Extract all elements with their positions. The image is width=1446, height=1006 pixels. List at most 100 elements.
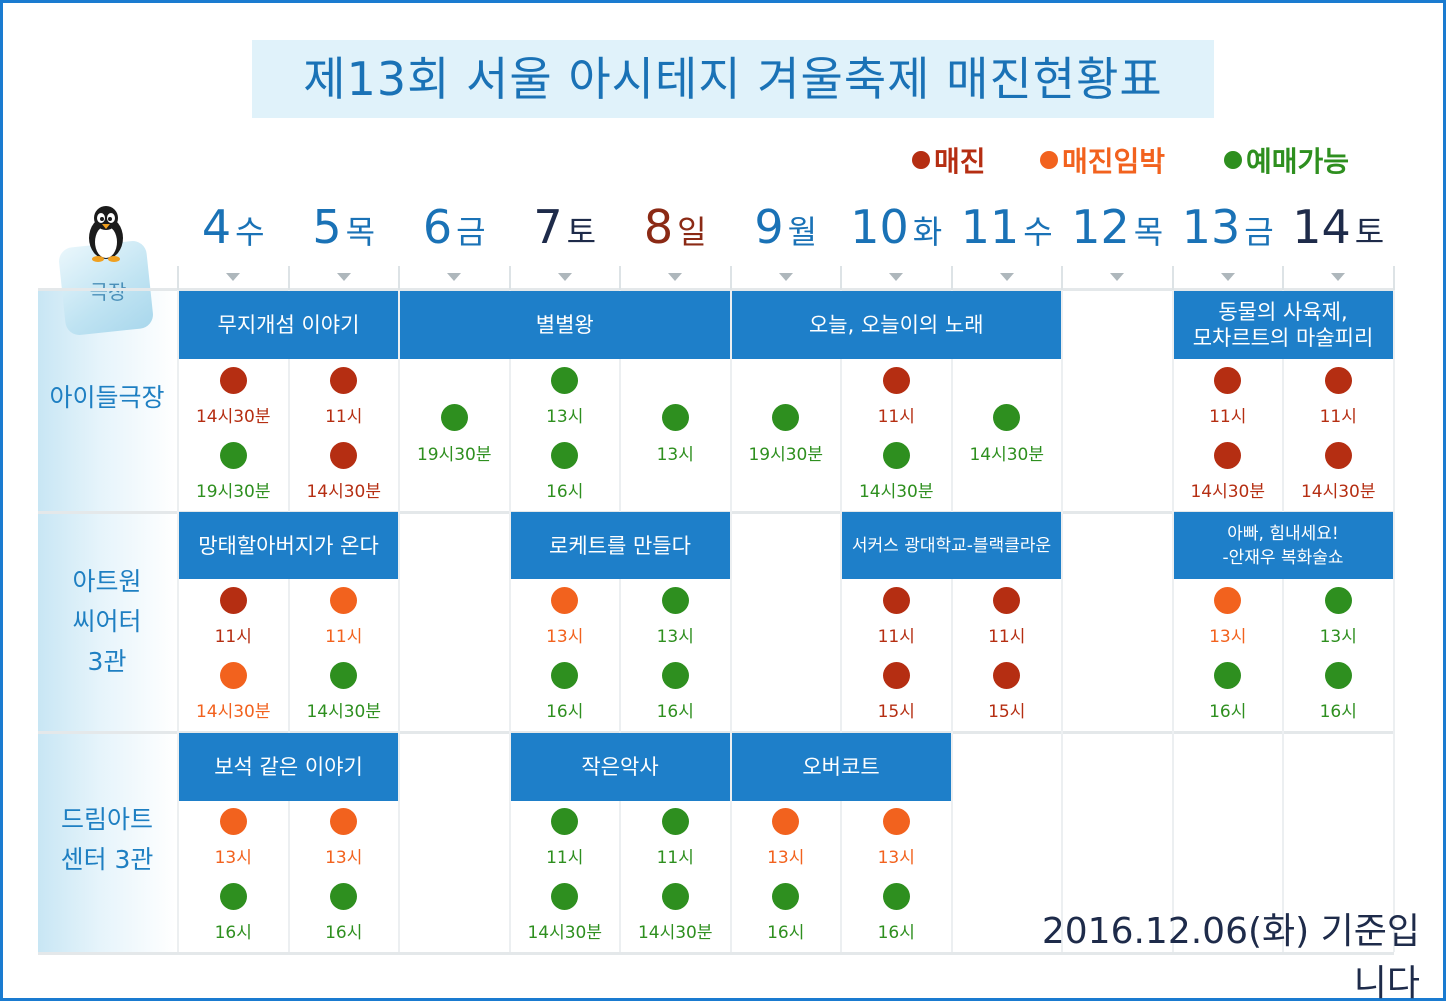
available-status-dot <box>440 404 468 431</box>
day-weekday: 금 <box>456 213 486 251</box>
header-tick <box>508 266 511 290</box>
show-title-bar: 동물의 사육제, 모차르트의 마술피리 <box>1173 291 1393 359</box>
chevron-down-icon <box>668 273 683 281</box>
column-divider <box>287 290 290 952</box>
showtime-label: 16시 <box>1319 702 1357 722</box>
showtime-label: 13시 <box>656 444 694 465</box>
showtime-label: 13시 <box>325 848 363 868</box>
showtime-label: 13시 <box>1319 627 1357 647</box>
header-divider <box>38 288 1394 291</box>
day-weekday: 목 <box>1133 213 1164 251</box>
soldout-status-dot <box>882 661 910 689</box>
show-title-bar: 서커스 광대학교-블랙클라운 <box>842 512 1061 579</box>
showtime-label: 13시 <box>546 407 584 427</box>
soldout-status-dot <box>219 366 247 394</box>
header-tick <box>398 266 400 290</box>
showtime-label: 19시30분 <box>748 444 824 465</box>
chevron-down-icon <box>778 273 793 281</box>
showtime-label: 11시 <box>214 627 252 647</box>
day-weekday: 화 <box>912 213 943 251</box>
soldout-status-dot <box>219 586 247 614</box>
chevron-down-icon <box>1220 273 1235 281</box>
soldout-status-dot <box>330 366 358 394</box>
showtime-label: 13시 <box>877 848 915 868</box>
header-tick <box>177 266 179 290</box>
column-divider <box>177 290 179 952</box>
soldout-status-dot <box>882 366 910 394</box>
showtime-label: 11시 <box>1209 407 1247 427</box>
available-dot-icon <box>1224 151 1242 169</box>
day-header-10: 10 화 <box>841 200 951 268</box>
almost-status-dot <box>219 661 247 689</box>
chevron-down-icon <box>557 273 572 281</box>
day-number: 14 <box>1292 200 1351 254</box>
available-status-dot <box>219 441 247 469</box>
available-status-dot <box>551 882 579 910</box>
day-number: 5 <box>312 200 342 254</box>
available-status-dot <box>1324 586 1352 614</box>
soldout-status-dot <box>1324 366 1352 394</box>
column-divider <box>1392 290 1395 952</box>
day-number: 11 <box>960 200 1020 254</box>
day-weekday: 토 <box>566 213 597 251</box>
day-weekday: 목 <box>345 213 376 251</box>
column-divider <box>1171 290 1174 952</box>
legend-item-soldout: 매진 <box>912 140 986 180</box>
legend-label: 매진임박 <box>1062 145 1166 178</box>
header-tick <box>950 266 953 290</box>
day-weekday: 월 <box>787 213 818 251</box>
showtime-label: 11시 <box>988 627 1026 647</box>
chevron-down-icon <box>999 273 1014 281</box>
theater-column-header: 극장 <box>89 280 127 304</box>
theater-label-column <box>38 290 176 952</box>
day-number: 9 <box>754 200 784 254</box>
day-weekday: 일 <box>677 213 707 251</box>
day-number: 6 <box>422 200 453 254</box>
legend-label: 예매가능 <box>1246 145 1350 178</box>
legend-item-almost: 매진임박 <box>1040 140 1165 180</box>
header-tick <box>619 266 621 290</box>
showtime-label: 13시 <box>214 848 252 868</box>
showtime-label: 16시 <box>546 482 584 502</box>
column-divider <box>840 290 842 952</box>
showtime-label: 11시 <box>877 627 915 647</box>
chevron-down-icon <box>1110 273 1125 281</box>
almost-dot-icon <box>1040 151 1058 169</box>
header-tick <box>729 266 732 290</box>
available-status-dot <box>551 807 579 835</box>
showtime-label: 13시 <box>1209 627 1247 647</box>
available-status-dot <box>661 586 689 614</box>
showtime-label: 15시 <box>877 702 915 722</box>
showtime-label: 14시30분 <box>195 407 271 427</box>
showtime-label: 16시 <box>767 923 805 943</box>
day-weekday: 토 <box>1354 213 1385 251</box>
show-title-bar: 로케트를 만들다 <box>510 512 730 579</box>
available-status-dot <box>661 404 689 431</box>
day-header-11: 11 수 <box>952 200 1062 268</box>
row-divider <box>38 731 1394 734</box>
header-tick <box>287 266 290 290</box>
showtime-label: 11시 <box>877 407 915 427</box>
available-status-dot <box>551 366 579 394</box>
basis-date-note: 2016.12.06(화) 기준입니다 <box>1041 911 1420 1004</box>
header-tick <box>1392 266 1395 290</box>
day-number: 12 <box>1071 200 1130 254</box>
header-tick <box>1171 266 1174 290</box>
header-tick <box>1061 266 1063 290</box>
showtime-label: 16시 <box>1209 702 1247 722</box>
available-status-dot <box>219 882 247 910</box>
showtime-label: 16시 <box>325 923 363 943</box>
title-banner <box>252 40 1214 118</box>
show-title-bar: 오늘, 오늘이의 노래 <box>731 291 1061 359</box>
showtime-label: 11시 <box>1319 407 1357 427</box>
column-divider <box>619 290 621 952</box>
available-status-dot <box>993 404 1021 431</box>
show-title-bar: 작은악사 <box>510 733 730 801</box>
available-status-dot <box>551 661 579 689</box>
column-divider <box>1061 290 1063 952</box>
showtime-label: 16시 <box>546 702 584 722</box>
